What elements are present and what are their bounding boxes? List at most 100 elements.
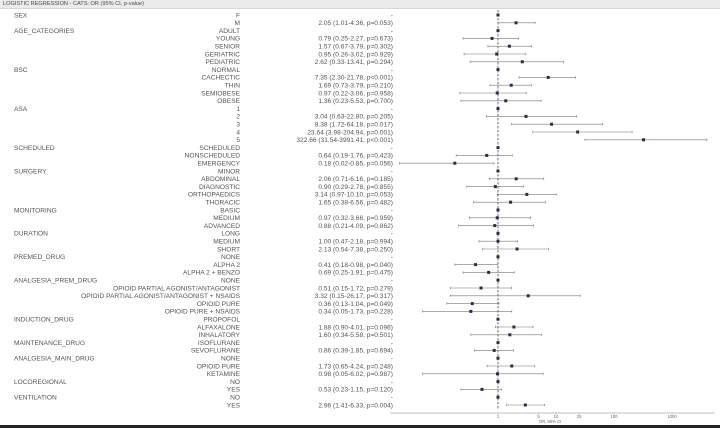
- chart-title: LOGISTIC REGRESSION - CATS: OR (95% CI, …: [3, 1, 145, 7]
- or-value-label: -: [391, 317, 393, 324]
- or-point: [509, 200, 513, 204]
- level-label: MEDIUM: [213, 239, 240, 246]
- or-value-label: -: [391, 340, 393, 347]
- group-label: BSC: [14, 67, 28, 74]
- group-label: MONITORING: [14, 207, 57, 214]
- level-label: NONE: [221, 254, 241, 261]
- level-label: CACHECTIC: [202, 75, 241, 82]
- or-value-label: 1.69 (0.73-3.79, p=0.210): [318, 83, 393, 90]
- or-point: [496, 278, 500, 282]
- level-label: NORMAL: [212, 67, 241, 74]
- or-point: [514, 177, 518, 181]
- or-point: [496, 208, 500, 212]
- level-label: SEVOFLURANE: [191, 348, 241, 355]
- or-point: [509, 83, 513, 87]
- or-point: [480, 387, 484, 391]
- or-point: [470, 302, 474, 306]
- or-point: [496, 317, 500, 321]
- level-label: MEDIUM: [213, 215, 240, 222]
- or-point: [512, 325, 516, 329]
- level-label: F: [236, 12, 240, 19]
- or-point: [496, 380, 500, 384]
- level-label: OPIOID PURE + NSAIDS: [165, 309, 241, 316]
- or-point: [493, 185, 497, 189]
- or-point: [520, 60, 524, 64]
- or-value-label: -: [391, 395, 393, 402]
- or-value-label: 8.38 (1.72-64.18, p=0.017): [315, 122, 393, 129]
- group-label: ANALGESIA_MAIN_DRUG: [14, 356, 95, 363]
- or-value-label: 1.88 (0.90-4.01, p=0.096): [318, 324, 393, 331]
- or-value-label: 2.13 (0.54-7.38, p=0.250): [318, 246, 393, 253]
- or-value-label: 0.34 (0.05-1.73, p=0.228): [318, 309, 393, 316]
- level-label: ADVANCED: [204, 223, 240, 230]
- or-point: [576, 130, 580, 134]
- level-label: ALFAXALONE: [197, 324, 240, 331]
- or-point: [495, 91, 499, 95]
- or-value-label: 1.60 (0.34-5.58, p=0.501): [318, 332, 393, 339]
- or-point: [496, 169, 500, 173]
- level-label: NONE: [221, 278, 241, 285]
- or-point: [495, 52, 499, 56]
- or-value-label: 0.90 (0.29-2.78, p=0.855): [318, 184, 393, 191]
- or-point: [496, 239, 500, 243]
- level-label: 1: [236, 106, 240, 113]
- or-value-label: -: [391, 28, 393, 35]
- or-point: [515, 247, 519, 251]
- or-value-label: 0.79 (0.25-2.27, p=0.673): [318, 36, 393, 43]
- level-label: BASIC: [220, 207, 240, 214]
- or-point: [474, 263, 478, 267]
- x-axis-label: OR, 95% CI: [539, 419, 561, 424]
- level-label: ALPHA 2: [213, 262, 240, 269]
- or-point: [508, 333, 512, 337]
- or-point: [526, 294, 530, 298]
- or-value-label: -: [391, 67, 393, 74]
- or-value-label: 0.97 (0.22-3.06, p=0.958): [318, 90, 393, 97]
- or-value-label: 0.86 (0.39-1.85, p=0.694): [318, 348, 393, 355]
- or-value-label: -: [391, 145, 393, 152]
- or-point: [496, 341, 500, 345]
- or-value-label: 23.64 (3.98-204.94, p=0.001): [307, 129, 393, 136]
- or-point: [496, 356, 500, 360]
- level-label: ORTHOPAEDICS: [188, 192, 241, 199]
- or-value-label: 322.66 (31.54-3991.41, p<0.001): [296, 137, 393, 144]
- or-point: [546, 75, 550, 79]
- or-value-label: 1.57 (0.67-3.79, p=0.302): [318, 44, 393, 51]
- level-label: NO: [230, 395, 240, 402]
- or-value-label: 1.65 (0.38-6.56, p=0.482): [318, 200, 393, 207]
- or-point: [492, 348, 496, 352]
- group-label: LOCOREGIONAL: [14, 379, 67, 386]
- level-label: 4: [236, 129, 240, 136]
- or-point: [495, 216, 499, 220]
- level-label: SCHEDULED: [199, 145, 240, 152]
- level-label: 2: [236, 114, 240, 121]
- level-label: INHALATORY: [199, 332, 241, 339]
- or-value-label: 3.04 (0.63-22.80, p=0.205): [315, 114, 393, 121]
- or-point: [524, 114, 528, 118]
- or-value-label: -: [391, 231, 393, 238]
- or-point: [495, 372, 499, 376]
- or-value-label: 1.73 (0.65-4.24, p=0.248): [318, 363, 393, 370]
- or-value-label: -: [391, 207, 393, 214]
- x-tick-label: 1: [497, 414, 500, 419]
- x-tick-label: 25: [577, 414, 582, 419]
- or-value-label: -: [391, 12, 393, 19]
- or-value-label: 2.06 (0.71-6.16, p=0.185): [318, 176, 393, 183]
- level-label: YES: [227, 387, 241, 394]
- level-label: LONG: [221, 231, 240, 238]
- or-value-label: 3.14 (0.97-10.10, p=0.053): [315, 192, 393, 199]
- or-point: [496, 146, 500, 150]
- group-label: VENTILATION: [14, 395, 57, 402]
- level-label: OBESE: [217, 98, 240, 105]
- or-value-label: 0.98 (0.05-6.02, p=0.987): [318, 371, 393, 378]
- level-label: YES: [227, 402, 241, 409]
- or-point: [496, 13, 500, 17]
- or-value-label: 2.05 (1.01-4.36, p=0.053): [318, 20, 393, 27]
- level-label: DIAGNOSTIC: [199, 184, 240, 191]
- level-label: PEDIATRIC: [205, 59, 240, 66]
- or-point: [514, 21, 518, 25]
- level-label: ISOFLURANE: [198, 340, 241, 347]
- group-label: SCHEDULED: [14, 145, 55, 152]
- or-value-label: 3.32 (0.15-26.17, p=0.317): [315, 293, 393, 300]
- or-value-label: -: [391, 356, 393, 363]
- group-label: SEX: [14, 12, 28, 19]
